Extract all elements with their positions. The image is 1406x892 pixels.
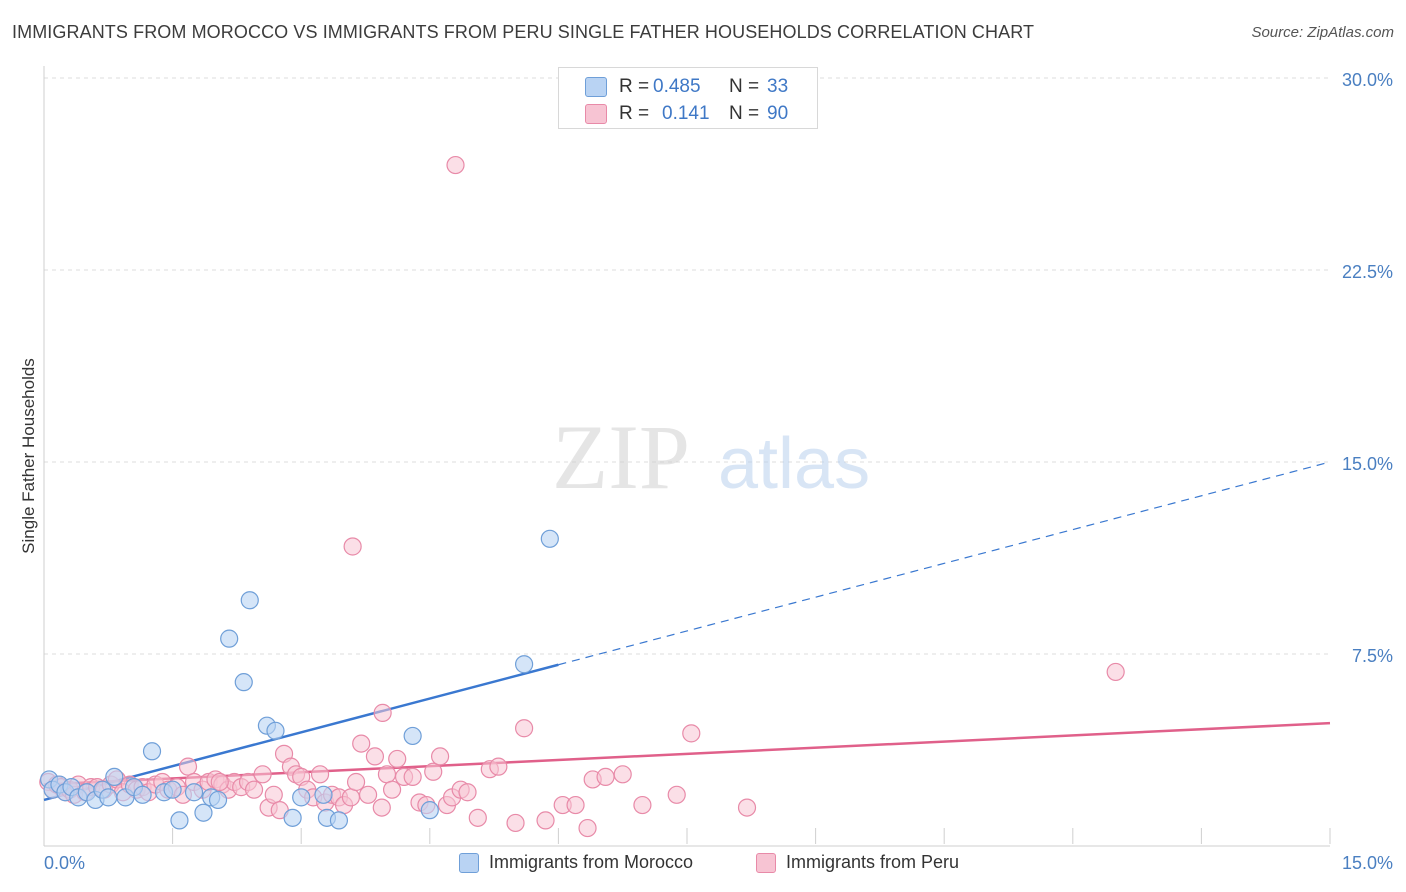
morocco-point	[99, 788, 118, 807]
morocco-point	[540, 529, 559, 548]
peru-point	[737, 798, 757, 817]
peru-point	[365, 747, 385, 766]
tick-labels: 7.5% 15.0% 22.5% 30.0% 0.0% 15.0%	[44, 70, 1393, 873]
morocco-point	[240, 591, 259, 610]
morocco-point	[515, 655, 534, 674]
peru-point	[1106, 662, 1125, 682]
peru-point	[458, 783, 477, 802]
peru-point	[667, 785, 686, 804]
peru-point	[346, 772, 366, 792]
peru-swatch	[585, 104, 607, 124]
morocco-point	[420, 801, 439, 820]
y-tick-label: 22.5%	[1342, 262, 1393, 282]
peru-point	[578, 818, 597, 838]
legend-item-peru[interactable]: Immigrants from Peru	[756, 852, 959, 873]
morocco-point	[220, 629, 239, 648]
peru-point	[446, 155, 465, 175]
trend-lines	[43, 461, 1331, 802]
morocco-point	[184, 783, 204, 802]
y-tick-label: 30.0%	[1342, 70, 1393, 90]
peru-point	[341, 788, 361, 807]
peru-point	[403, 767, 422, 786]
peru-r-value: 0.141	[662, 103, 710, 124]
legend-item-morocco[interactable]: Immigrants from Morocco	[459, 852, 693, 873]
peru-point	[178, 757, 198, 776]
peru-point	[468, 808, 487, 827]
morocco-point	[105, 767, 124, 786]
peru-point	[264, 785, 283, 804]
grid	[44, 77, 1330, 655]
morocco-point	[292, 788, 311, 807]
data-points	[39, 155, 1125, 838]
y-axis-title: Single Father Households	[19, 358, 38, 554]
peru-point	[343, 537, 362, 556]
morocco-r-value: 0.485	[653, 76, 701, 97]
morocco-swatch	[585, 77, 607, 97]
morocco-point	[329, 811, 349, 830]
correlation-legend: R = 0.485 N = 33 R = 0.141 N = 90	[558, 67, 818, 129]
morocco-trend-extension	[558, 461, 1331, 666]
peru-point	[596, 767, 615, 786]
morocco-point	[208, 790, 228, 810]
morocco-point	[142, 742, 162, 761]
morocco-n-value: 33	[767, 76, 789, 97]
peru-point	[613, 765, 632, 784]
peru-point	[310, 765, 330, 784]
peru-point	[566, 795, 585, 815]
watermark-atlas: atlas	[718, 424, 870, 504]
r-label: R =	[619, 103, 650, 124]
peru-point	[373, 703, 392, 722]
axes	[43, 66, 1331, 847]
r-label: R =	[619, 76, 650, 97]
morocco-point	[133, 785, 152, 804]
peru-point	[633, 795, 652, 815]
morocco-point	[314, 785, 333, 804]
chart-title: IMMIGRANTS FROM MOROCCO VS IMMIGRANTS FR…	[12, 22, 1035, 42]
y-tick-label: 15.0%	[1342, 454, 1393, 474]
peru-legend-label: Immigrants from Peru	[786, 852, 960, 872]
peru-point	[489, 757, 508, 776]
morocco-point	[403, 726, 422, 746]
peru-point	[424, 762, 443, 781]
peru-point	[352, 734, 371, 753]
peru-point	[515, 719, 534, 738]
morocco-point	[170, 811, 189, 830]
peru-point	[372, 798, 391, 817]
n-label: N =	[729, 103, 760, 124]
n-label: N =	[729, 76, 760, 97]
peru-point	[377, 765, 397, 784]
morocco-point	[194, 803, 213, 822]
morocco-legend-swatch	[459, 852, 479, 873]
watermark-zip: ZIP	[552, 406, 690, 508]
morocco-point	[163, 780, 182, 799]
peru-n-value: 90	[767, 103, 789, 124]
series-legend: Immigrants from Morocco Immigrants from …	[0, 850, 1406, 880]
peru-point	[506, 813, 525, 833]
y-tick-label: 7.5%	[1352, 646, 1393, 666]
peru-point	[536, 811, 555, 830]
morocco-point	[234, 673, 253, 692]
peru-legend-swatch	[756, 852, 776, 873]
morocco-point	[266, 721, 285, 740]
peru-point	[253, 765, 272, 784]
peru-point	[682, 724, 701, 743]
peru-point	[430, 747, 450, 766]
peru-point	[210, 772, 229, 792]
peru-point	[388, 749, 407, 769]
morocco-legend-label: Immigrants from Morocco	[489, 852, 694, 872]
morocco-point	[283, 808, 302, 827]
peru-point	[358, 785, 378, 804]
peru-point	[244, 780, 264, 799]
peru-point	[382, 780, 402, 799]
x-tick-label: 0.0%	[44, 853, 85, 873]
x-tick-label: 15.0%	[1342, 853, 1393, 873]
source-label: Source: ZipAtlas.com	[1251, 24, 1394, 41]
